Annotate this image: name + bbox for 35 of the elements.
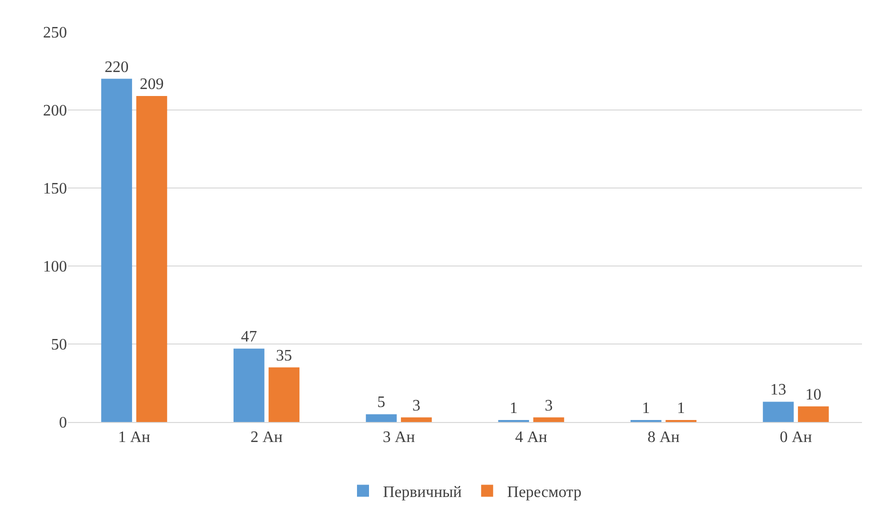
data-label: 1 [677, 400, 686, 417]
y-tick-label: 150 [43, 180, 67, 198]
data-label: 3 [544, 397, 553, 414]
x-tick-label: 3 Ан [382, 429, 416, 446]
bar [762, 402, 794, 422]
legend-label: Первичный [383, 484, 462, 501]
x-tick-label: 4 Ан [515, 429, 548, 446]
y-tick-label: 0 [59, 414, 67, 432]
y-tick-label: 250 [43, 24, 67, 42]
y-tick-label: 100 [43, 258, 67, 276]
bar [101, 78, 132, 422]
x-tick-label: 2 Ан [250, 429, 283, 446]
data-label: 47 [240, 328, 257, 346]
bar [136, 96, 168, 422]
data-label: 5 [377, 394, 386, 412]
bar [798, 406, 829, 422]
bar [366, 414, 397, 422]
data-label: 35 [276, 347, 292, 364]
data-label: 13 [770, 382, 786, 399]
data-label: 3 [412, 397, 420, 414]
bar [533, 417, 564, 422]
bar [268, 367, 300, 422]
bar [234, 348, 264, 422]
data-label: 209 [140, 76, 164, 93]
bar [400, 417, 432, 422]
data-label: 1 [510, 400, 518, 417]
data-label: 1 [642, 400, 650, 417]
x-tick-label: 0 Ан [780, 429, 812, 446]
y-tick-label: 200 [43, 102, 67, 120]
legend-label: Пересмотр [507, 484, 582, 501]
data-label: 220 [104, 58, 129, 76]
x-tick-label: 8 Ан [647, 429, 680, 446]
y-tick-label: 50 [51, 336, 67, 354]
data-label: 10 [805, 386, 822, 404]
x-tick-label: 1 Ан [118, 429, 151, 446]
